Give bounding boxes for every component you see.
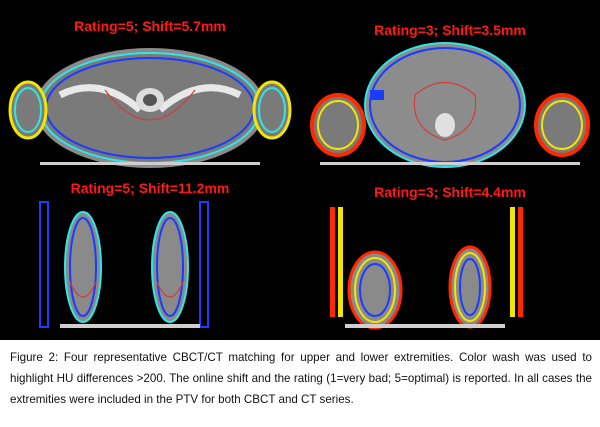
figure-caption: Figure 2: Four representative CBCT/CT ma… — [10, 351, 592, 406]
abdomen-ct-scan — [310, 42, 590, 168]
figure-image: Rating=5; Shift=5.7mm Rating=3; Shift=3.… — [0, 0, 600, 340]
legs-ct-scan — [39, 201, 209, 328]
panel-label: Rating=5; Shift=5.7mm — [74, 18, 226, 34]
panel-abdomen-axial: Rating=3; Shift=3.5mm — [300, 0, 600, 172]
panel-legs-coronal-2: Rating=3; Shift=4.4mm — [300, 172, 600, 340]
pelvis-ct-scan — [8, 48, 292, 168]
panel-pelvis-axial: Rating=5; Shift=5.7mm — [0, 0, 300, 172]
legs-ct-scan — [330, 207, 523, 330]
panel-label: Rating=3; Shift=4.4mm — [374, 184, 526, 200]
panel-label: Rating=3; Shift=3.5mm — [374, 22, 526, 38]
panel-legs-coronal: Rating=5; Shift=11.2mm — [0, 172, 300, 340]
panel-label: Rating=5; Shift=11.2mm — [70, 180, 230, 196]
